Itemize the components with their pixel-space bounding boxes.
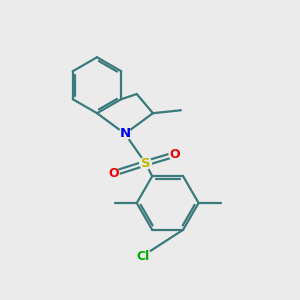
- Circle shape: [135, 248, 151, 264]
- Text: O: O: [170, 148, 180, 161]
- Circle shape: [169, 148, 181, 160]
- Text: Cl: Cl: [136, 250, 149, 262]
- Text: S: S: [141, 157, 150, 170]
- Text: N: N: [119, 127, 130, 140]
- Circle shape: [119, 128, 131, 140]
- Circle shape: [140, 158, 152, 169]
- Circle shape: [107, 168, 119, 179]
- Text: O: O: [108, 167, 119, 180]
